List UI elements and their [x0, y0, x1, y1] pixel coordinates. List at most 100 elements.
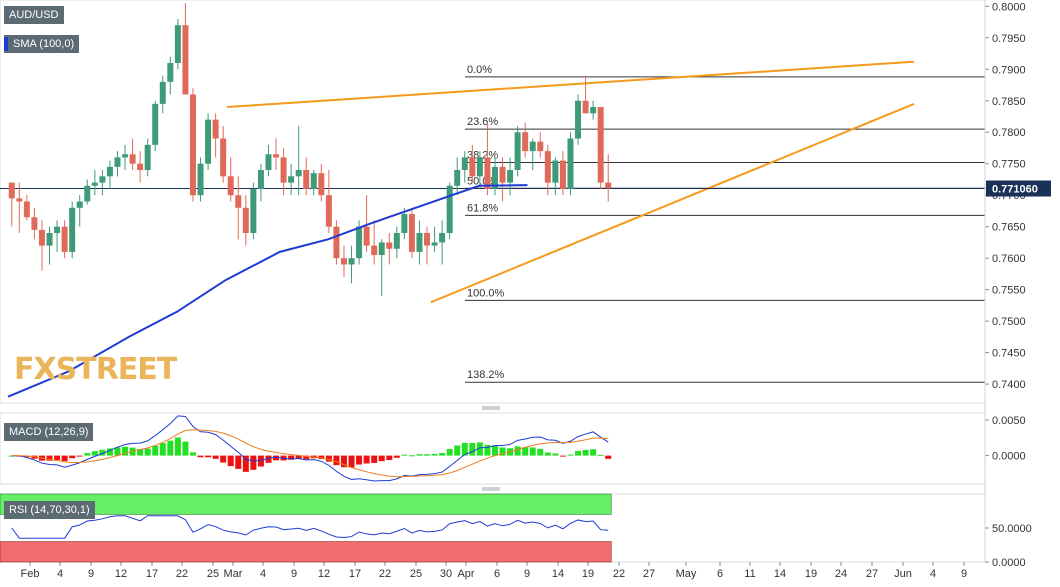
candle-body [393, 232, 400, 249]
price-axis-label: 0.7850 [992, 96, 1026, 108]
macd-histogram-bar [356, 455, 363, 465]
fib-level-label: 0.0% [467, 64, 492, 76]
candle-body [597, 107, 604, 183]
candle-body [424, 232, 431, 246]
candle-body [129, 154, 136, 164]
macd-histogram-bar [416, 454, 423, 456]
candle-body [446, 185, 453, 233]
price-axis-label: 0.7950 [992, 33, 1026, 45]
macd-axis-label: 0.0050 [992, 415, 1026, 427]
candle-body [265, 154, 272, 171]
macd-histogram-bar [469, 443, 476, 456]
macd-histogram-bar [189, 452, 196, 456]
candle-body [552, 160, 559, 183]
time-axis-label: 30 [440, 568, 452, 580]
time-axis-label: 19 [582, 568, 594, 580]
macd-histogram-bar [340, 455, 347, 468]
time-axis-label: 12 [318, 568, 330, 580]
candle-body [333, 226, 340, 259]
macd-histogram-bar [205, 455, 212, 458]
macd-histogram-bar [99, 449, 106, 456]
candle-body [590, 107, 597, 114]
time-axis-label: 9 [88, 568, 94, 580]
candle-body [273, 154, 280, 158]
trendline [226, 60, 915, 109]
candle-body [363, 226, 370, 246]
time-axis-label: 11 [744, 568, 755, 580]
macd-histogram-bar [325, 455, 332, 462]
macd-histogram-bar [212, 455, 219, 459]
candle-body [476, 157, 483, 177]
candle-body [257, 170, 264, 189]
macd-histogram-bar [529, 447, 536, 456]
candle-body [386, 242, 393, 249]
macd-histogram-bar [454, 445, 461, 456]
price-axis-label: 0.7400 [992, 379, 1026, 391]
macd-histogram-bar [491, 445, 498, 456]
macd-histogram-bar [401, 454, 408, 456]
fib-level-label: 138.2% [467, 369, 505, 381]
candle-body [491, 166, 498, 189]
macd-histogram-bar [371, 455, 378, 463]
candle-body [182, 25, 189, 95]
candle-body [46, 232, 53, 246]
candle-body [76, 201, 83, 208]
time-axis-label: 9 [291, 568, 297, 580]
macd-histogram-bar [61, 455, 68, 462]
time-axis-label: 17 [146, 568, 158, 580]
macd-histogram-bar [484, 444, 491, 456]
fib-level-label: 61.8% [467, 202, 498, 214]
time-axis-label: 4 [260, 568, 266, 580]
macd-histogram-bar [46, 455, 53, 461]
candle-body [152, 103, 159, 145]
candle-body [99, 176, 106, 183]
candle-body [242, 207, 249, 233]
macd-histogram-bar [318, 455, 325, 460]
time-axis-label: 24 [835, 568, 847, 580]
macd-histogram-bar [514, 446, 521, 456]
candle-body [189, 94, 196, 196]
macd-histogram-bar [265, 455, 272, 463]
macd-histogram-bar [559, 455, 566, 457]
candle-body [544, 151, 551, 183]
macd-histogram-bar [84, 453, 91, 456]
macd-histogram-bar [386, 455, 393, 461]
time-axis-label: 25 [207, 568, 219, 580]
time-axis-label: 9 [961, 568, 967, 580]
macd-line [11, 415, 609, 482]
time-axis-label: 19 [805, 568, 817, 580]
candle-body [280, 157, 287, 183]
candle-body [522, 132, 529, 152]
candle-body [31, 217, 38, 230]
candle-body [159, 81, 166, 104]
macd-histogram-bar [167, 440, 174, 456]
candle-body [84, 185, 91, 202]
candle-body [91, 182, 98, 186]
macd-histogram-bar [522, 447, 529, 456]
candle-body [559, 160, 566, 189]
macd-histogram-bar [235, 455, 242, 469]
candle-body [114, 157, 121, 167]
candle-body [227, 176, 234, 196]
macd-histogram-bar [114, 447, 121, 456]
candle-body [288, 176, 295, 183]
candle-body [295, 170, 302, 177]
time-axis-label: 6 [494, 568, 500, 580]
macd-histogram-bar [257, 455, 264, 467]
candle-body [408, 214, 415, 252]
macd-histogram-bar [363, 455, 370, 464]
time-axis-label: 6 [717, 568, 723, 580]
macd-histogram-bar [333, 455, 340, 466]
macd-histogram-bar [424, 454, 431, 456]
candle-body [250, 188, 257, 233]
time-axis-label: 4 [930, 568, 936, 580]
candle-body [220, 138, 227, 177]
candle-body [8, 182, 15, 199]
price-axis-label: 0.7500 [992, 316, 1026, 328]
fib-level-label: 23.6% [467, 116, 498, 128]
fxstreet-watermark: FXSTREET [14, 352, 177, 387]
time-axis-label: Apr [457, 568, 474, 580]
macd-histogram-bar [544, 452, 551, 456]
sma-100-line [7, 184, 528, 398]
